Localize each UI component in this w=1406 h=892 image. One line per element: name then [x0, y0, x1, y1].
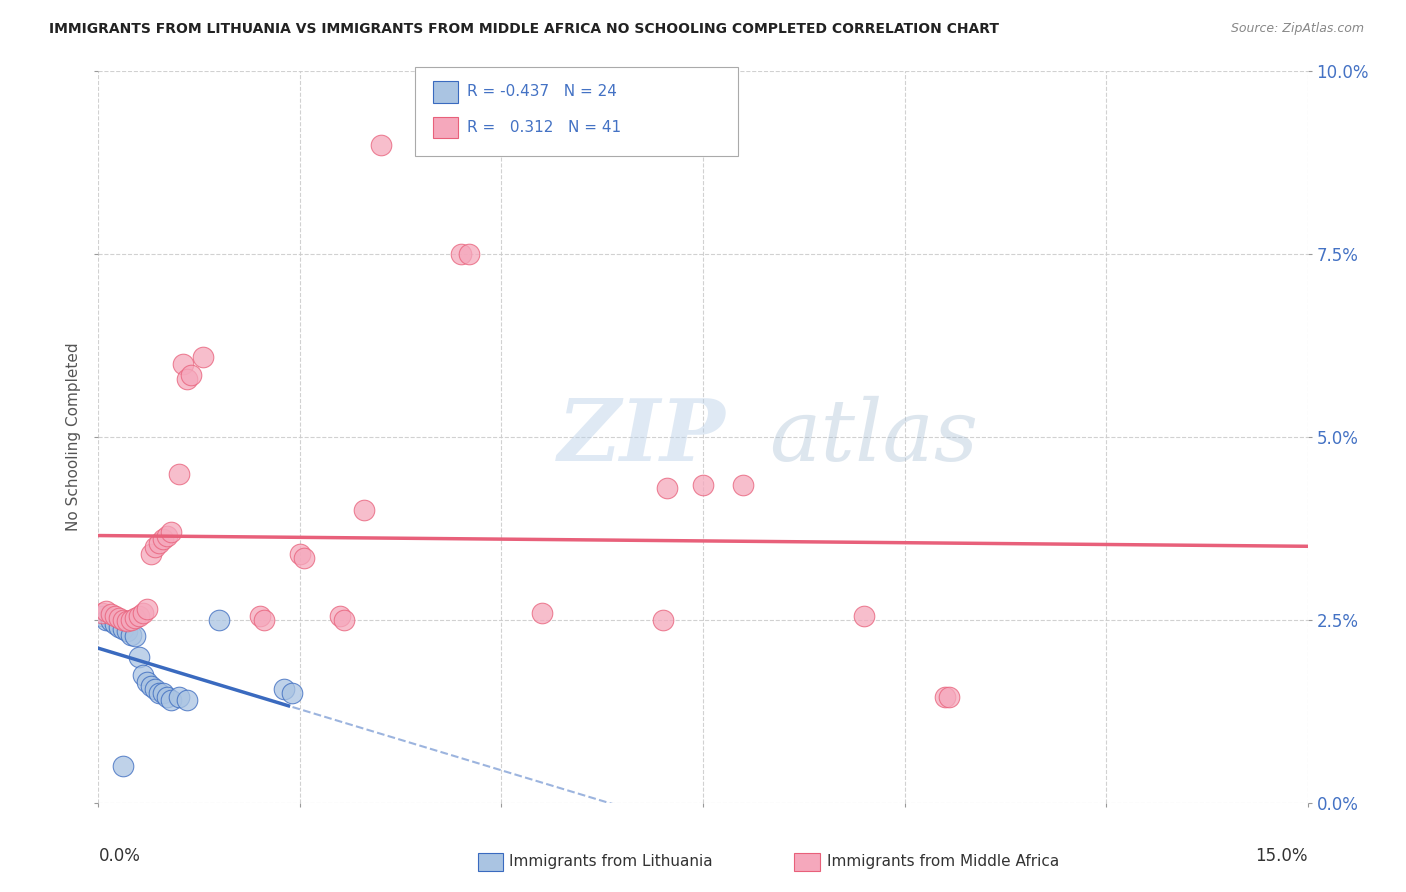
Point: [100, 615, 122, 629]
Point: [132, 667, 155, 681]
Point: [180, 368, 202, 382]
Point: [692, 477, 714, 491]
Point: [152, 533, 174, 547]
Point: [91, 609, 114, 624]
Point: [167, 690, 190, 704]
Point: [115, 615, 138, 629]
Point: [651, 613, 673, 627]
Text: IMMIGRANTS FROM LITHUANIA VS IMMIGRANTS FROM MIDDLE AFRICA NO SCHOOLING COMPLETE: IMMIGRANTS FROM LITHUANIA VS IMMIGRANTS …: [49, 22, 1000, 37]
Point: [103, 616, 125, 631]
Point: [938, 690, 960, 704]
Text: R =   0.312   N = 41: R = 0.312 N = 41: [467, 120, 621, 135]
Point: [135, 602, 157, 616]
Point: [139, 547, 162, 561]
Point: [120, 613, 142, 627]
Text: Immigrants from Middle Africa: Immigrants from Middle Africa: [827, 855, 1059, 869]
Point: [103, 609, 125, 624]
Point: [132, 606, 155, 620]
Point: [253, 613, 276, 627]
Point: [450, 247, 472, 261]
Point: [333, 613, 356, 627]
Point: [143, 540, 166, 554]
Point: [128, 609, 150, 624]
Point: [167, 467, 190, 481]
Point: [115, 624, 138, 638]
Text: R = -0.437   N = 24: R = -0.437 N = 24: [467, 85, 617, 99]
Point: [120, 627, 142, 641]
Point: [193, 350, 215, 364]
Text: Immigrants from Lithuania: Immigrants from Lithuania: [509, 855, 713, 869]
Point: [530, 606, 553, 620]
Point: [281, 686, 304, 700]
Point: [160, 525, 183, 540]
Point: [249, 609, 271, 624]
Point: [143, 682, 166, 697]
Point: [139, 679, 162, 693]
Point: [172, 357, 194, 371]
Text: Source: ZipAtlas.com: Source: ZipAtlas.com: [1230, 22, 1364, 36]
Point: [135, 675, 157, 690]
Point: [148, 686, 170, 700]
Point: [156, 690, 179, 704]
Point: [853, 609, 876, 624]
Point: [733, 477, 755, 491]
Point: [100, 607, 122, 621]
Point: [107, 620, 129, 634]
Point: [176, 693, 198, 707]
Point: [934, 690, 956, 704]
Y-axis label: No Schooling Completed: No Schooling Completed: [66, 343, 82, 532]
Text: atlas: atlas: [769, 396, 979, 478]
Point: [111, 759, 134, 773]
Point: [107, 611, 129, 625]
Point: [160, 693, 183, 707]
Point: [124, 611, 146, 625]
Point: [292, 550, 315, 565]
Point: [152, 686, 174, 700]
Point: [91, 606, 114, 620]
Point: [208, 613, 231, 627]
Point: [111, 622, 134, 636]
Point: [288, 547, 311, 561]
Text: ZIP: ZIP: [558, 395, 725, 479]
Text: 0.0%: 0.0%: [98, 847, 141, 864]
Point: [156, 529, 179, 543]
Point: [128, 649, 150, 664]
Point: [353, 503, 375, 517]
Point: [655, 481, 678, 495]
Point: [96, 613, 118, 627]
Point: [148, 536, 170, 550]
Point: [176, 371, 198, 385]
Point: [124, 629, 146, 643]
Point: [273, 682, 295, 697]
Point: [111, 613, 134, 627]
Text: 15.0%: 15.0%: [1256, 847, 1308, 864]
Point: [458, 247, 481, 261]
Point: [329, 609, 352, 624]
Point: [370, 137, 392, 152]
Point: [96, 604, 118, 618]
